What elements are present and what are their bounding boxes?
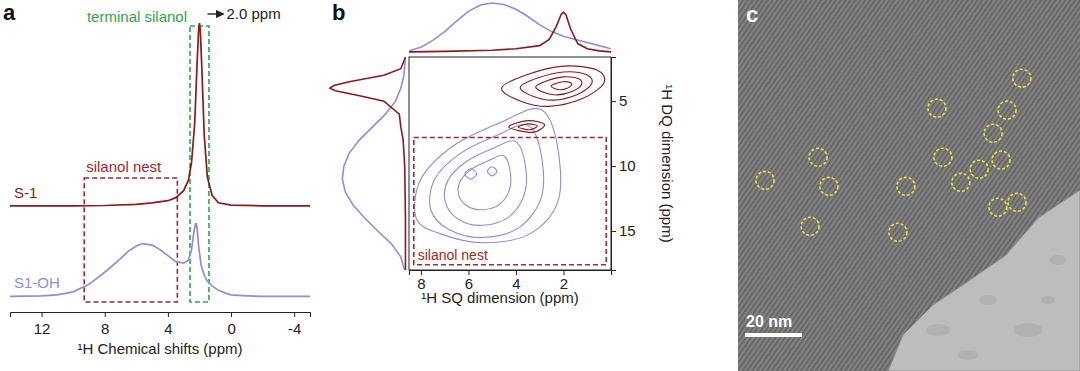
figure: 12 8 4 0 -4 ¹H Chemical shifts (ppm) terminal … bbox=[0, 0, 1080, 371]
tick-mark bbox=[42, 312, 43, 317]
defect-circle bbox=[989, 198, 1007, 216]
tick-mark bbox=[231, 312, 232, 317]
defect-circle bbox=[897, 177, 915, 195]
contour-line bbox=[458, 155, 511, 210]
tick: 5 bbox=[611, 92, 627, 109]
tick: 15 bbox=[611, 222, 636, 239]
tick-mark bbox=[611, 231, 616, 232]
tick-mark bbox=[611, 166, 616, 167]
scale-bar-label: 20 nm bbox=[746, 313, 792, 330]
spectrum-line bbox=[10, 224, 310, 296]
figure-svg: 12 8 4 0 -4 ¹H Chemical shifts (ppm) terminal … bbox=[0, 0, 1080, 371]
texture-spot bbox=[1041, 296, 1055, 304]
tick-label: 5 bbox=[619, 92, 627, 109]
contour-line bbox=[465, 169, 477, 179]
tick: 12 bbox=[34, 312, 51, 337]
texture-spot bbox=[1050, 255, 1066, 265]
tick-label: 15 bbox=[619, 222, 636, 239]
projection-line bbox=[409, 12, 611, 52]
series-label: S-1 bbox=[14, 184, 37, 201]
tem-image bbox=[738, 0, 1080, 371]
contour-line bbox=[415, 108, 561, 242]
contour-line bbox=[502, 66, 605, 107]
defect-circle bbox=[934, 148, 952, 166]
contour-line bbox=[444, 141, 526, 226]
tick-label: -4 bbox=[288, 320, 301, 337]
texture-spot bbox=[979, 295, 997, 305]
tick: 10 bbox=[611, 157, 636, 174]
y-axis-title: ¹H DQ dimension (ppm) bbox=[659, 84, 676, 242]
axis-line bbox=[612, 58, 617, 271]
peak-label: 2.0 ppm bbox=[226, 5, 280, 22]
defect-circle bbox=[952, 173, 970, 191]
tick-mark bbox=[168, 312, 169, 317]
tick: 0 bbox=[227, 312, 235, 337]
defect-circle bbox=[756, 171, 774, 189]
image-shade bbox=[738, 0, 1080, 371]
image-background bbox=[738, 0, 1080, 371]
contour-line bbox=[518, 124, 537, 130]
tick-mark bbox=[105, 312, 106, 317]
defect-circle bbox=[801, 217, 819, 235]
contour-line bbox=[520, 72, 592, 100]
texture-spot bbox=[958, 350, 978, 360]
top-projection bbox=[409, 3, 611, 52]
spectrum-line bbox=[10, 23, 310, 206]
defect-circle bbox=[928, 99, 946, 117]
tick-label: 10 bbox=[619, 157, 636, 174]
texture-spot bbox=[926, 324, 950, 336]
axis-line bbox=[410, 271, 612, 276]
contour-line bbox=[536, 77, 582, 95]
contour-line bbox=[487, 167, 497, 176]
plot-area bbox=[415, 66, 605, 243]
x-axis-title: ¹H SQ dimension (ppm) bbox=[421, 289, 579, 306]
scale-bar bbox=[745, 333, 802, 337]
panel-label: a bbox=[3, 0, 16, 25]
contour-line bbox=[509, 121, 545, 133]
region-label: terminal silanol bbox=[87, 8, 187, 25]
defect-circle bbox=[992, 151, 1010, 169]
tick-label: 12 bbox=[34, 320, 51, 337]
region-box bbox=[414, 138, 606, 265]
texture-spot bbox=[1014, 323, 1042, 337]
yticks-axis: 5 10 15 bbox=[611, 58, 636, 271]
defect-circle bbox=[984, 124, 1002, 142]
xticks-axis: 12 8 4 0 -4 bbox=[11, 312, 311, 337]
projection-line bbox=[330, 57, 405, 270]
plot-area bbox=[756, 69, 1031, 241]
contour-line bbox=[430, 124, 544, 237]
defect-circle bbox=[1013, 69, 1031, 87]
tick-label: 4 bbox=[164, 320, 172, 337]
region-label: silanol nest bbox=[418, 247, 488, 263]
defect-circle bbox=[820, 177, 838, 195]
tick-label: 0 bbox=[227, 320, 235, 337]
projection-line bbox=[342, 57, 405, 270]
defect-circle bbox=[1008, 193, 1026, 211]
series-label: S1-OH bbox=[14, 274, 60, 291]
defect-circle bbox=[998, 101, 1016, 119]
plot-frame bbox=[409, 57, 611, 270]
region-box bbox=[84, 178, 177, 302]
plot-area bbox=[10, 23, 310, 296]
axis-line bbox=[11, 313, 311, 318]
defect-circle bbox=[809, 148, 827, 166]
panel-label: c bbox=[746, 2, 758, 27]
x-axis-title: ¹H Chemical shifts (ppm) bbox=[77, 340, 242, 357]
defect-circle bbox=[970, 160, 988, 178]
tick-label: 8 bbox=[101, 320, 109, 337]
tick-mark bbox=[611, 101, 616, 102]
region-label: silanol nest bbox=[86, 158, 162, 175]
tick: -4 bbox=[288, 312, 301, 337]
left-projection bbox=[330, 57, 405, 270]
tick-mark bbox=[294, 312, 295, 317]
annotation-arrow bbox=[207, 13, 223, 14]
defect-circle bbox=[889, 223, 907, 241]
tick: 8 bbox=[101, 312, 109, 337]
tick: 4 bbox=[164, 312, 172, 337]
amorphous-region bbox=[888, 190, 1080, 371]
panel-label: b bbox=[332, 0, 345, 25]
contour-line bbox=[551, 82, 572, 90]
projection-line bbox=[409, 3, 611, 51]
